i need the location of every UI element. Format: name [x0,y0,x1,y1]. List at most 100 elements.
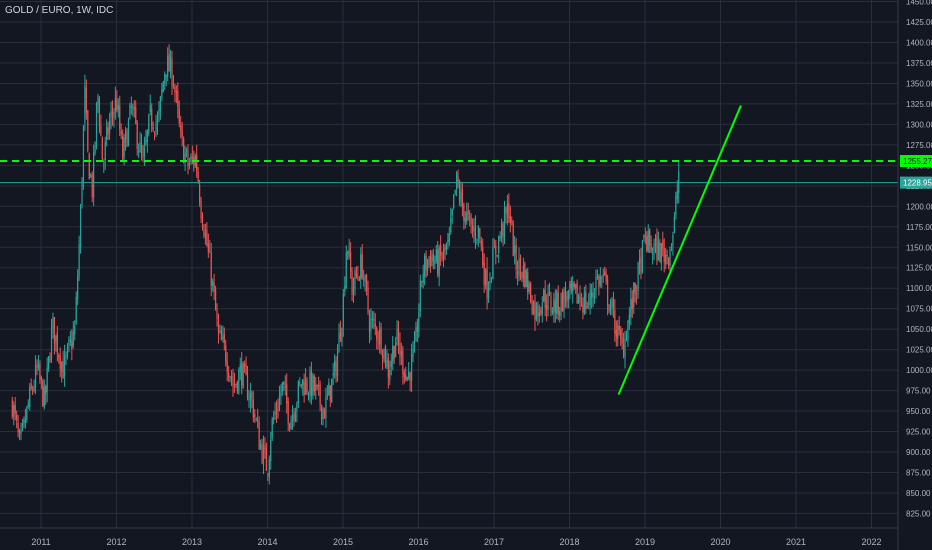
candle-body [392,346,394,362]
candle-body [254,414,256,417]
candle-body [87,110,89,151]
x-tick-label: 2015 [333,537,353,547]
candle-body [251,392,253,399]
trend-line[interactable] [617,105,742,396]
candle-body [93,152,95,198]
candle-body [148,114,150,134]
candle-body [156,118,159,124]
candle-body [364,275,366,282]
candle-body [50,326,53,361]
candle-body [608,304,610,312]
candle-body [605,273,607,282]
candle-body [20,430,22,434]
candle-body [669,249,671,266]
candle-body [352,286,355,292]
candle-body [78,244,80,277]
candle-body [200,201,202,218]
y-tick-label: 1025.00 [906,346,932,355]
candle-body [30,384,32,389]
candle-body [123,137,125,158]
candle-body [255,419,257,421]
candle-body [164,73,166,83]
y-tick-label: 850.00 [906,489,931,498]
candle-body [71,340,73,349]
candle-body [63,356,66,376]
candle-body [498,236,500,253]
candle-body [235,383,237,385]
candle-body [496,255,498,257]
candle-body [535,303,538,319]
candle-body [332,372,334,376]
candle-body [341,327,343,342]
candle-body [550,295,552,311]
candle-body [534,300,536,321]
candle-body [575,284,577,289]
candle-body [508,202,510,219]
candle-body [95,103,98,139]
candle-body [153,132,156,134]
x-tick-label: 2017 [484,537,504,547]
candle-body [444,244,446,251]
candle-body [161,89,163,98]
candle-body [670,246,673,248]
candle-body [42,380,44,407]
candle-body [527,272,529,293]
candle-body [360,254,362,280]
candle-body [81,180,83,206]
candle-body [119,105,121,130]
y-tick-label: 825.00 [906,509,931,518]
candle-body [32,389,34,391]
candle-body [636,293,638,295]
candle-body [422,273,424,283]
candle-body [291,414,294,421]
y-tick-label: 1150.00 [906,243,932,252]
candle-body [274,412,276,416]
candle-body [656,235,658,262]
candle-body [257,420,259,423]
candle-body [283,381,285,385]
candle-body [14,404,16,414]
candle-body [663,248,665,262]
candle-body [75,297,77,324]
candle-body [480,241,482,247]
candle-body [48,356,50,370]
time-axis[interactable]: 2011 2012 2013 2014 2015 2016 2017 2018 2019 2020… [31,537,881,547]
candle-body [564,291,567,299]
current-price-tag [900,176,932,189]
candle-body [653,243,655,252]
candle-body [637,263,639,292]
candle-body [196,154,198,171]
candle-body [275,409,278,413]
y-tick-label: 1000.00 [906,366,932,375]
candle-body [620,329,622,339]
price-axis[interactable]: 1450.00 1425.00 1400.00 1375.00 1350.00 1325.… [906,0,932,518]
candle-body [662,240,664,249]
candle-body [486,268,488,299]
candle-body [373,318,375,322]
candle-body [487,287,490,299]
candle-body [566,296,568,303]
y-tick-label: 900.00 [906,448,931,457]
candle-body [201,215,204,228]
candle-body [557,292,559,315]
candle-body [239,364,241,372]
candle-body [190,156,192,162]
candle-body [627,321,629,341]
candle-body [46,367,48,392]
candle-body [617,325,619,339]
candle-body [18,429,21,435]
candle-body [209,251,211,253]
candle-body [223,333,225,344]
candle-body [649,229,651,245]
candle-body [381,354,384,359]
candle-body [110,111,112,118]
y-tick-label: 1325.00 [906,100,932,109]
candle-body [615,330,617,337]
candle-body [621,338,623,344]
candle-body [441,257,443,260]
x-tick-label: 2016 [408,537,428,547]
y-tick-label: 1050.00 [906,325,932,334]
candle-body [638,258,641,265]
candle-body [406,377,408,380]
